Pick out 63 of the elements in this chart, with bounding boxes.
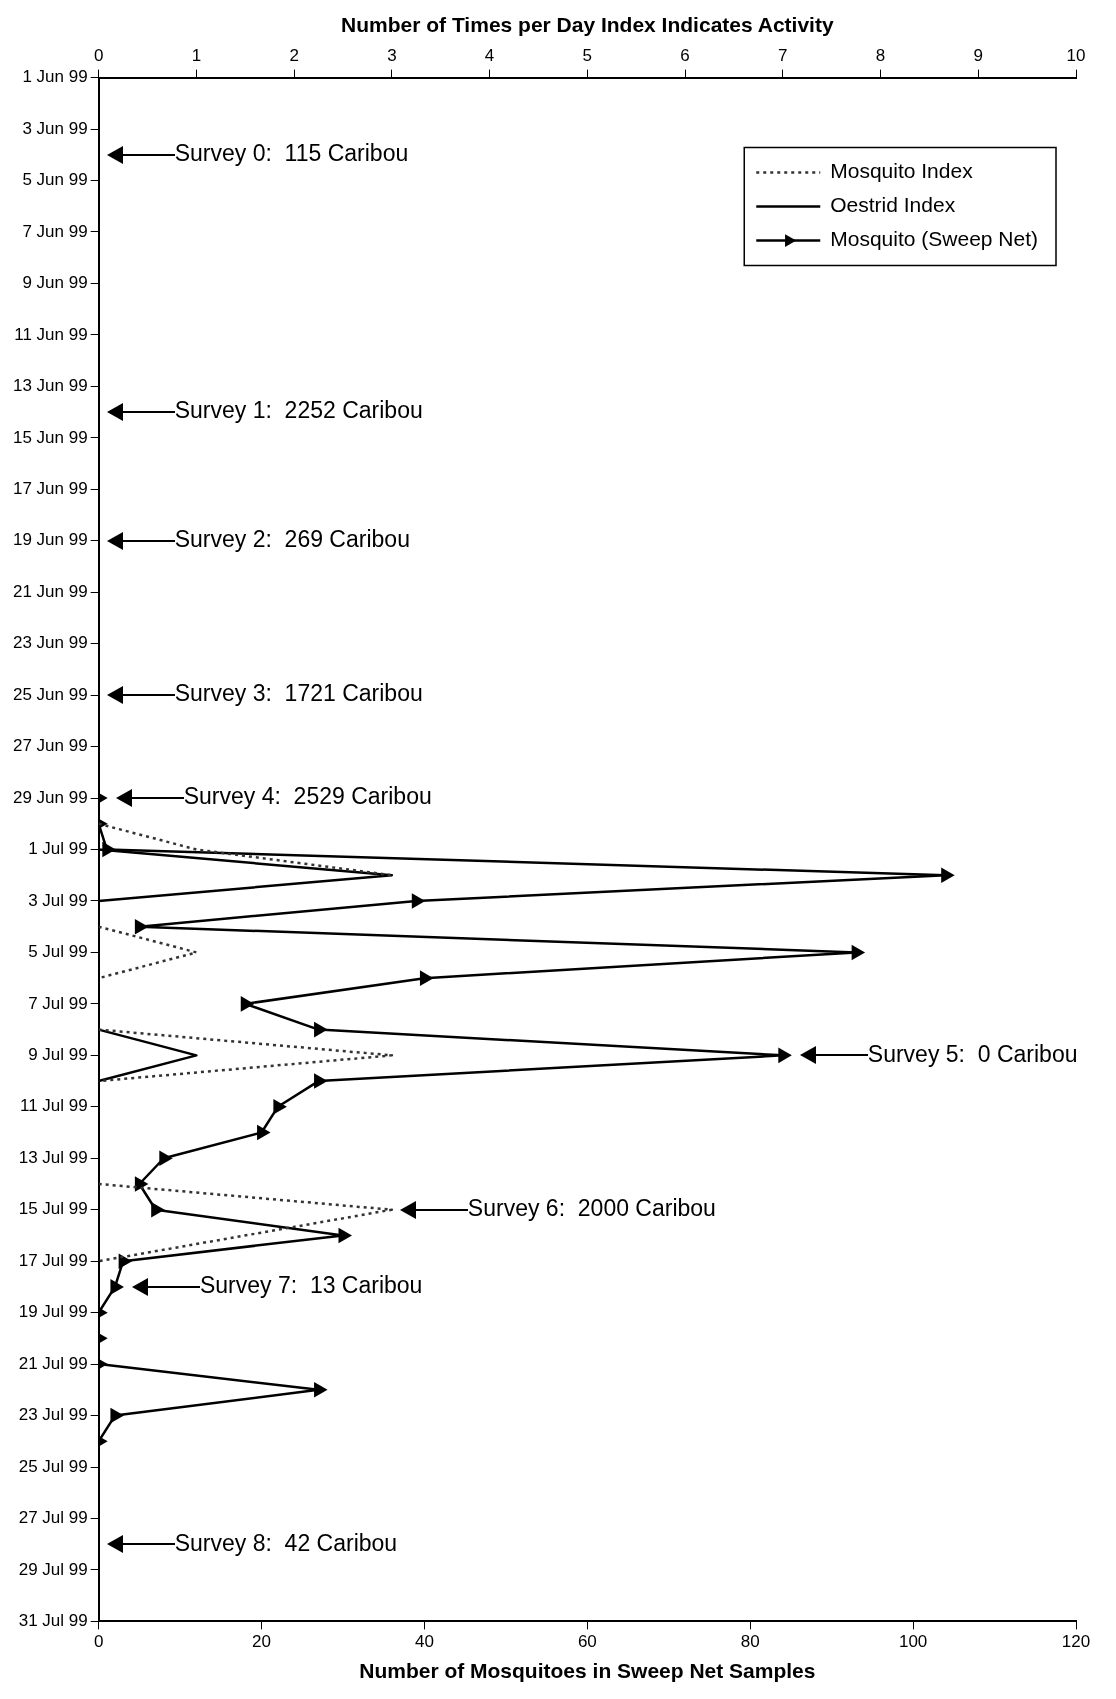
ref-line-label: Survey 3: 1721 Caribou	[174, 680, 423, 707]
x2-tick-label: 0	[93, 46, 104, 66]
x2-tick-label: 8	[875, 46, 886, 66]
y-tick-label: 29 Jun 99	[12, 787, 88, 807]
y-tick-label: 21 Jul 99	[18, 1353, 88, 1373]
y-tick-label: 19 Jul 99	[18, 1302, 88, 1322]
y-tick-label: 27 Jun 99	[12, 736, 88, 756]
y-tick-label: 13 Jul 99	[18, 1147, 88, 1167]
ref-line-label: Survey 4: 2529 Caribou	[183, 783, 432, 810]
x2-tick-label: 9	[973, 46, 983, 66]
y-tick-label: 7 Jun 99	[22, 221, 88, 241]
legend-label: Oestrid Index	[830, 193, 956, 217]
y-tick-label: 17 Jul 99	[18, 1250, 88, 1270]
x-tick-label: 80	[740, 1632, 760, 1652]
x-tick-label: 120	[1061, 1632, 1091, 1652]
x-tick-label: 20	[252, 1632, 272, 1652]
y-tick-label: 21 Jun 99	[12, 581, 88, 601]
ref-line-label: Survey 0: 115 Caribou	[174, 140, 409, 167]
ref-line-label: Survey 2: 269 Caribou	[174, 526, 410, 553]
y-tick-label: 13 Jun 99	[12, 376, 88, 396]
ref-line-label: Survey 6: 2000 Caribou	[467, 1195, 716, 1222]
x-axis-title: Number of Mosquitoes in Sweep Net Samples	[359, 1659, 816, 1683]
y-tick-label: 15 Jul 99	[18, 1199, 88, 1219]
y-tick-label: 27 Jul 99	[18, 1508, 88, 1528]
ref-line-label: Survey 8: 42 Caribou	[174, 1529, 398, 1556]
ref-line-label: Survey 5: 0 Caribou	[867, 1040, 1078, 1067]
ref-line-label: Survey 7: 13 Caribou	[199, 1272, 423, 1299]
y-tick-label: 5 Jun 99	[22, 170, 88, 190]
y-tick-label: 19 Jun 99	[12, 530, 88, 550]
y-tick-label: 9 Jul 99	[28, 1045, 88, 1065]
y-tick-label: 1 Jul 99	[28, 839, 88, 859]
y-tick-label: 7 Jul 99	[28, 993, 88, 1013]
x-tick-label: 60	[577, 1632, 597, 1652]
y-tick-label: 1 Jun 99	[22, 67, 88, 87]
y-tick-label: 11 Jun 99	[14, 324, 88, 344]
y-tick-label: 11 Jul 99	[19, 1096, 88, 1116]
y-tick-label: 31 Jul 99	[18, 1611, 88, 1631]
x2-tick-label: 7	[778, 46, 788, 66]
y-tick-label: 25 Jul 99	[18, 1456, 88, 1476]
y-tick-label: 25 Jun 99	[12, 684, 88, 704]
y-tick-label: 5 Jul 99	[28, 942, 88, 962]
x-tick-label: 40	[414, 1632, 434, 1652]
x2-tick-label: 6	[680, 46, 690, 66]
x-tick-label: 100	[898, 1632, 928, 1652]
x2-tick-label: 1	[191, 46, 202, 66]
y-tick-label: 29 Jul 99	[18, 1559, 88, 1579]
x2-tick-label: 3	[387, 46, 397, 66]
x-tick-label: 0	[93, 1632, 104, 1652]
x2-axis-title: Number of Times per Day Index Indicates Activity	[341, 13, 834, 37]
x2-tick-label: 10	[1066, 46, 1086, 66]
x2-tick-label: 5	[582, 46, 593, 66]
y-tick-label: 3 Jul 99	[28, 890, 88, 910]
legend-label: Mosquito (Sweep Net)	[830, 227, 1039, 251]
x2-tick-label: 4	[484, 46, 495, 66]
ref-line-label: Survey 1: 2252 Caribou	[174, 397, 423, 424]
y-tick-label: 9 Jun 99	[22, 273, 88, 293]
x2-tick-label: 2	[289, 46, 299, 66]
legend-label: Mosquito Index	[830, 159, 974, 183]
y-tick-label: 23 Jul 99	[18, 1405, 88, 1425]
y-tick-label: 3 Jun 99	[22, 118, 88, 138]
y-tick-label: 23 Jun 99	[12, 633, 88, 653]
y-tick-label: 15 Jun 99	[12, 427, 88, 447]
y-tick-label: 17 Jun 99	[12, 478, 88, 498]
